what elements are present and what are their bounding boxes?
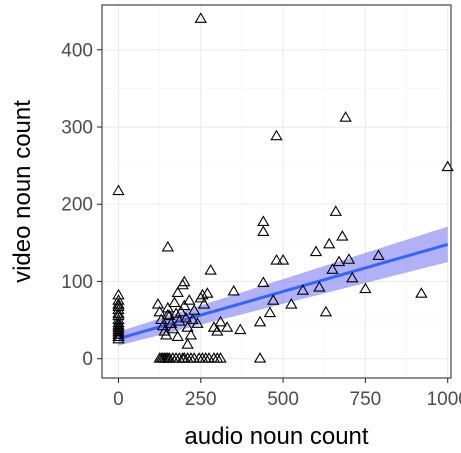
data-point: [161, 240, 175, 252]
data-point: [178, 299, 191, 311]
data-point: [178, 275, 191, 287]
data-point: [332, 255, 346, 267]
data-point: [166, 322, 179, 334]
data-point: [112, 184, 125, 196]
data-point: [171, 286, 184, 298]
data-point: [263, 306, 277, 318]
panel-border: [101, 4, 452, 379]
data-point: [326, 263, 339, 274]
data-point: [179, 311, 193, 323]
data-point: [112, 328, 125, 339]
y-tick-label: 0: [82, 349, 93, 370]
data-point: [329, 205, 342, 216]
data-point: [204, 264, 217, 275]
plot-panel: [101, 4, 454, 379]
data-point: [153, 305, 166, 317]
x-tick-label: 0: [113, 389, 124, 410]
data-point: [112, 332, 125, 344]
data-point: [161, 308, 175, 320]
data-point: [253, 315, 267, 327]
data-point: [296, 284, 310, 295]
data-point: [168, 296, 181, 308]
x-tick-label: 250: [185, 389, 217, 410]
data-point: [253, 352, 267, 363]
data-point: [183, 294, 196, 305]
data-point: [174, 305, 188, 317]
data-point: [186, 313, 199, 325]
data-point: [194, 12, 207, 23]
data-point: [196, 288, 209, 300]
data-point: [191, 317, 204, 328]
data-point: [257, 225, 270, 237]
x-axis-title: audio noun count: [184, 423, 368, 450]
data-point: [342, 253, 356, 264]
data-point: [441, 160, 454, 172]
data-point: [184, 328, 198, 340]
data-point: [181, 321, 194, 332]
x-tick-label: 750: [350, 389, 382, 410]
data-point: [359, 282, 372, 294]
data-point: [220, 321, 234, 332]
data-point: [276, 254, 290, 265]
data-point: [112, 313, 125, 325]
data-point: [322, 237, 336, 249]
y-axis-title: video noun count: [9, 100, 36, 283]
data-point: [227, 284, 240, 296]
data-point: [285, 298, 298, 309]
data-point: [313, 281, 326, 292]
data-point: [336, 230, 349, 241]
data-point: [257, 215, 270, 226]
data-point: [197, 298, 211, 309]
data-point: [181, 338, 194, 349]
data-point: [161, 301, 175, 313]
data-point: [112, 303, 125, 315]
data-point: [346, 271, 359, 283]
data-point: [270, 254, 283, 265]
data-point: [415, 287, 428, 298]
data-point: [339, 111, 352, 122]
data-point: [214, 315, 227, 327]
data-point: [188, 304, 201, 315]
x-tick-label: 500: [267, 389, 299, 410]
data-point: [211, 325, 224, 336]
data-point: [372, 249, 385, 260]
data-points: [112, 12, 454, 363]
data-point: [171, 330, 184, 342]
data-point: [257, 276, 270, 287]
y-tick-label: 300: [61, 118, 93, 139]
data-point: [214, 352, 227, 363]
y-tick-label: 200: [61, 195, 93, 216]
data-point: [234, 323, 247, 335]
data-point: [270, 129, 283, 141]
data-point: [319, 305, 333, 317]
y-tick-label: 100: [61, 272, 93, 293]
data-point: [309, 245, 323, 257]
y-tick-label: 400: [61, 40, 93, 61]
data-point: [201, 287, 214, 298]
data-point: [151, 298, 165, 309]
y-axis: 0 100 200 300 400: [61, 40, 102, 370]
data-point: [160, 328, 173, 340]
data-point: [169, 307, 183, 318]
data-point: [112, 325, 125, 337]
data-point: [112, 330, 125, 342]
data-point: [267, 294, 280, 305]
